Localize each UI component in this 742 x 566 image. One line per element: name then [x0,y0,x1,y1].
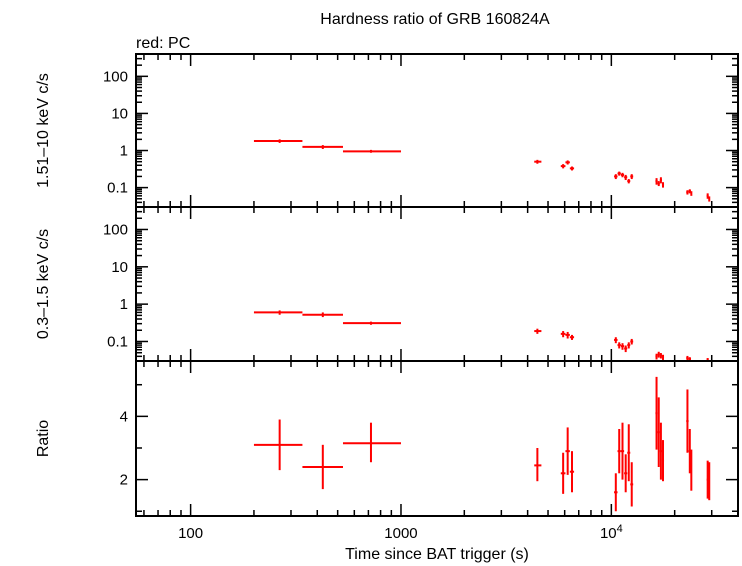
soft-frame [135,206,739,362]
chart-title: Hardness ratio of GRB 160824A [320,11,550,28]
soft-data-point [624,345,628,353]
hard-y-axis-label: 1.51–10 keV c/s [35,73,52,188]
soft-data-point [661,354,665,360]
hard-data-point [614,174,618,180]
ratio-data-point [569,451,575,493]
ratio-data-point [686,389,689,453]
hard-data-point [657,181,660,187]
soft-data-point [560,331,566,338]
soft-data-point [253,310,303,315]
ratio-y-tick-label: 2 [120,472,128,489]
ratio-data-point [627,424,631,482]
x-tick-label: 100 [178,525,203,542]
hard-data-point [659,177,662,184]
hard-data-point [617,171,621,176]
hard-data-point [706,193,709,199]
ratio-data-point [657,397,660,467]
x-axis-tick-labels: 100 1000 104 [178,523,623,542]
ratio-data-point [630,462,634,507]
ratio-data-point [661,440,665,482]
soft-data-point [657,351,660,358]
hard-data-point [627,179,631,184]
hard-data-point [655,178,658,185]
soft-data-point [617,342,621,349]
soft-data-point [302,312,343,318]
soft-y-axis-label: 0.3–1.5 keV c/s [35,229,52,339]
soft-data-point [614,337,618,344]
soft-data-point [620,343,625,350]
hard-frame [135,53,739,208]
ratio-data-point [624,454,628,493]
ratio-data-point [342,422,401,463]
soft-data-point [342,321,401,325]
ratio-data-point [620,422,625,480]
hard-data-point [342,149,401,153]
soft-data-point [627,342,631,349]
hard-data-point [690,191,693,196]
hard-data-point [569,166,575,171]
hard-data-point [708,196,711,202]
ratio-y-axis-label: Ratio [35,420,52,457]
x-tick-label-exponent: 4 [617,523,623,535]
x-tick-label: 104 [600,523,623,542]
ratio-data-point [655,376,658,450]
ratio-data-point [302,444,343,490]
hard-data-point [534,159,542,164]
hard-data-point [620,172,625,178]
soft-data-point [686,355,689,361]
hard-data-point [302,145,343,149]
soft-data-point [565,331,570,339]
soft-y-tick-label: 100 [103,221,128,238]
x-tick-label: 1000 [384,525,417,542]
hard-data-point [560,164,566,169]
ratio-data-point [614,473,618,512]
soft-data-point [659,353,662,359]
soft-band-panel: 100 10 1 0.1 0.3–1.5 keV c/s [35,206,739,362]
soft-y-tick-label: 10 [111,259,128,276]
soft-data-point [655,353,658,360]
soft-data-point [569,334,575,340]
x-axis-label: Time since BAT trigger (s) [345,546,529,563]
ratio-data-point [690,449,693,491]
ratio-y-tick-label: 4 [120,408,128,425]
hard-data-point [565,160,570,165]
ratio-frame [135,360,739,517]
hard-data-point [624,174,628,181]
ratio-data-point [565,427,570,475]
hard-y-tick-label: 1 [120,143,128,160]
hard-data-point [686,190,689,195]
ratio-data-point [659,422,662,480]
ratio-data-point [253,419,303,471]
soft-data-point [630,338,634,345]
soft-y-tick-label: 0.1 [107,333,128,350]
soft-data-point [688,357,691,361]
hard-y-tick-label: 0.1 [107,180,128,197]
ratio-data-point [708,462,711,501]
hard-data-point [661,182,665,188]
hard-data-point [253,139,303,143]
hard-y-tick-label: 10 [111,105,128,122]
soft-y-tick-label: 1 [120,296,128,313]
chart-subtitle: red: PC [136,35,190,52]
ratio-data-point [534,447,542,482]
hard-band-panel: 100 10 1 0.1 1.51–10 keV c/s [35,53,739,208]
hard-y-tick-label: 100 [103,68,128,85]
hardness-ratio-panel: 4 2 Ratio [35,360,739,517]
ratio-data-point [617,429,621,474]
hard-data-point [630,174,634,180]
ratio-data-point [560,452,566,494]
soft-data-point [534,328,542,334]
